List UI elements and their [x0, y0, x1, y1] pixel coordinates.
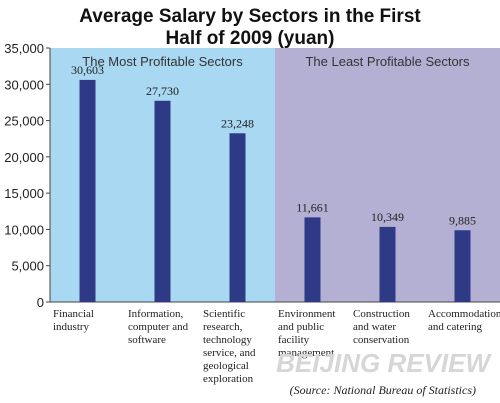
data-label: 9,885	[449, 213, 476, 227]
watermark-logo: BEIJING REVIEW	[276, 348, 492, 378]
source-note: (Source: National Bureau of Statistics)	[290, 383, 476, 397]
category-label: technology	[203, 334, 252, 346]
data-label: 30,603	[71, 63, 104, 77]
bar	[304, 217, 321, 302]
category-label: and catering	[428, 321, 483, 333]
y-tick-label: 30,000	[4, 77, 44, 92]
category-label: Financial	[53, 308, 94, 320]
category-label: Environment	[278, 308, 335, 320]
category-label: management	[278, 347, 334, 359]
bar	[229, 133, 246, 302]
category-label: research,	[203, 321, 243, 333]
y-tick-label: 20,000	[4, 150, 44, 165]
category-label: conservation	[353, 334, 410, 346]
region-label-0: The Most Profitable Sectors	[82, 54, 243, 69]
category-label: and public	[278, 321, 324, 333]
category-label: Scientific	[203, 308, 245, 320]
chart-title-line2: Half of 2009 (yuan)	[165, 28, 335, 49]
bar	[379, 226, 396, 302]
y-tick-label: 10,000	[4, 222, 44, 237]
category-label: and water	[353, 321, 396, 333]
data-label: 27,730	[146, 84, 179, 98]
chart-title: Average Salary by Sectors in the First H…	[0, 6, 500, 50]
data-label: 10,349	[371, 210, 404, 224]
y-tick-label: 0	[37, 295, 44, 310]
category-label: computer and	[128, 321, 189, 333]
y-tick-label: 25,000	[4, 114, 44, 129]
bar	[79, 79, 96, 302]
data-label: 23,248	[221, 116, 254, 130]
category-label: Construction	[353, 308, 410, 320]
y-tick-label: 35,000	[4, 41, 44, 56]
region-label-1: The Least Profitable Sectors	[305, 54, 470, 69]
category-label: industry	[53, 321, 90, 333]
y-tick-label: 5,000	[11, 259, 44, 274]
category-label: software	[128, 334, 166, 346]
chart-title-line1: Average Salary by Sectors in the First	[79, 6, 421, 27]
category-label: Accommodation	[428, 308, 500, 320]
category-label: facility	[278, 334, 310, 346]
category-label: service, and	[203, 347, 256, 359]
category-label: Information,	[128, 308, 184, 320]
category-label: geological	[203, 360, 249, 372]
bar	[454, 230, 471, 302]
bar	[154, 100, 171, 302]
category-label: exploration	[203, 373, 254, 385]
y-tick-label: 15,000	[4, 186, 44, 201]
data-label: 11,661	[296, 200, 329, 214]
